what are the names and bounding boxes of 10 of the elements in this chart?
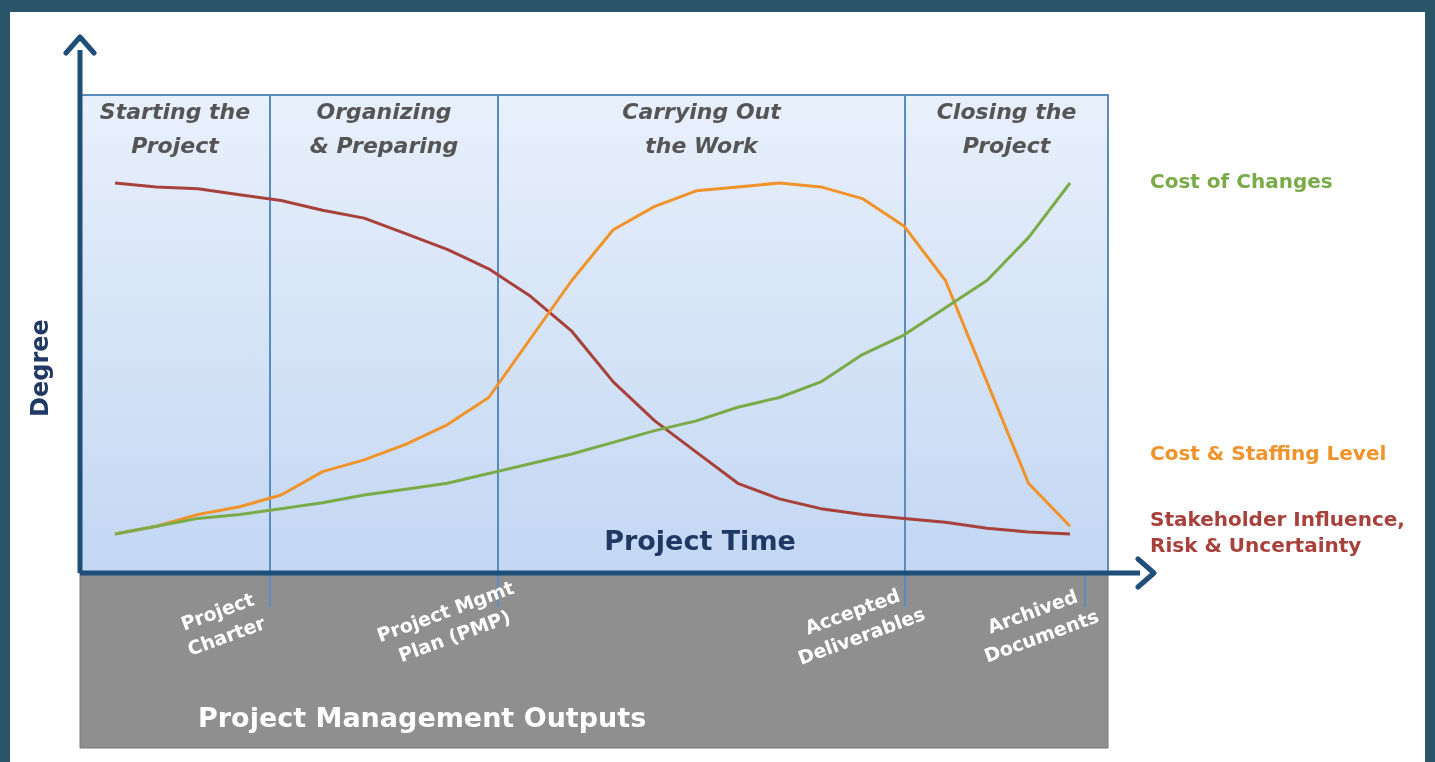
y-axis-title: Degree: [26, 319, 55, 417]
text: Organizing & Preparing: [309, 98, 459, 158]
text: Stakeholder Influence, Risk & Uncertainty: [1150, 507, 1405, 558]
text: Cost of Changes: [1150, 169, 1333, 194]
text: Project Management Outputs: [198, 702, 647, 734]
text: Starting the Project: [99, 98, 251, 158]
x-axis-title: Project Time: [604, 525, 796, 557]
text: Cost & Staffing Level: [1150, 441, 1387, 466]
text: Carrying Out the Work: [622, 98, 783, 158]
text: Closing the Project: [936, 98, 1077, 158]
